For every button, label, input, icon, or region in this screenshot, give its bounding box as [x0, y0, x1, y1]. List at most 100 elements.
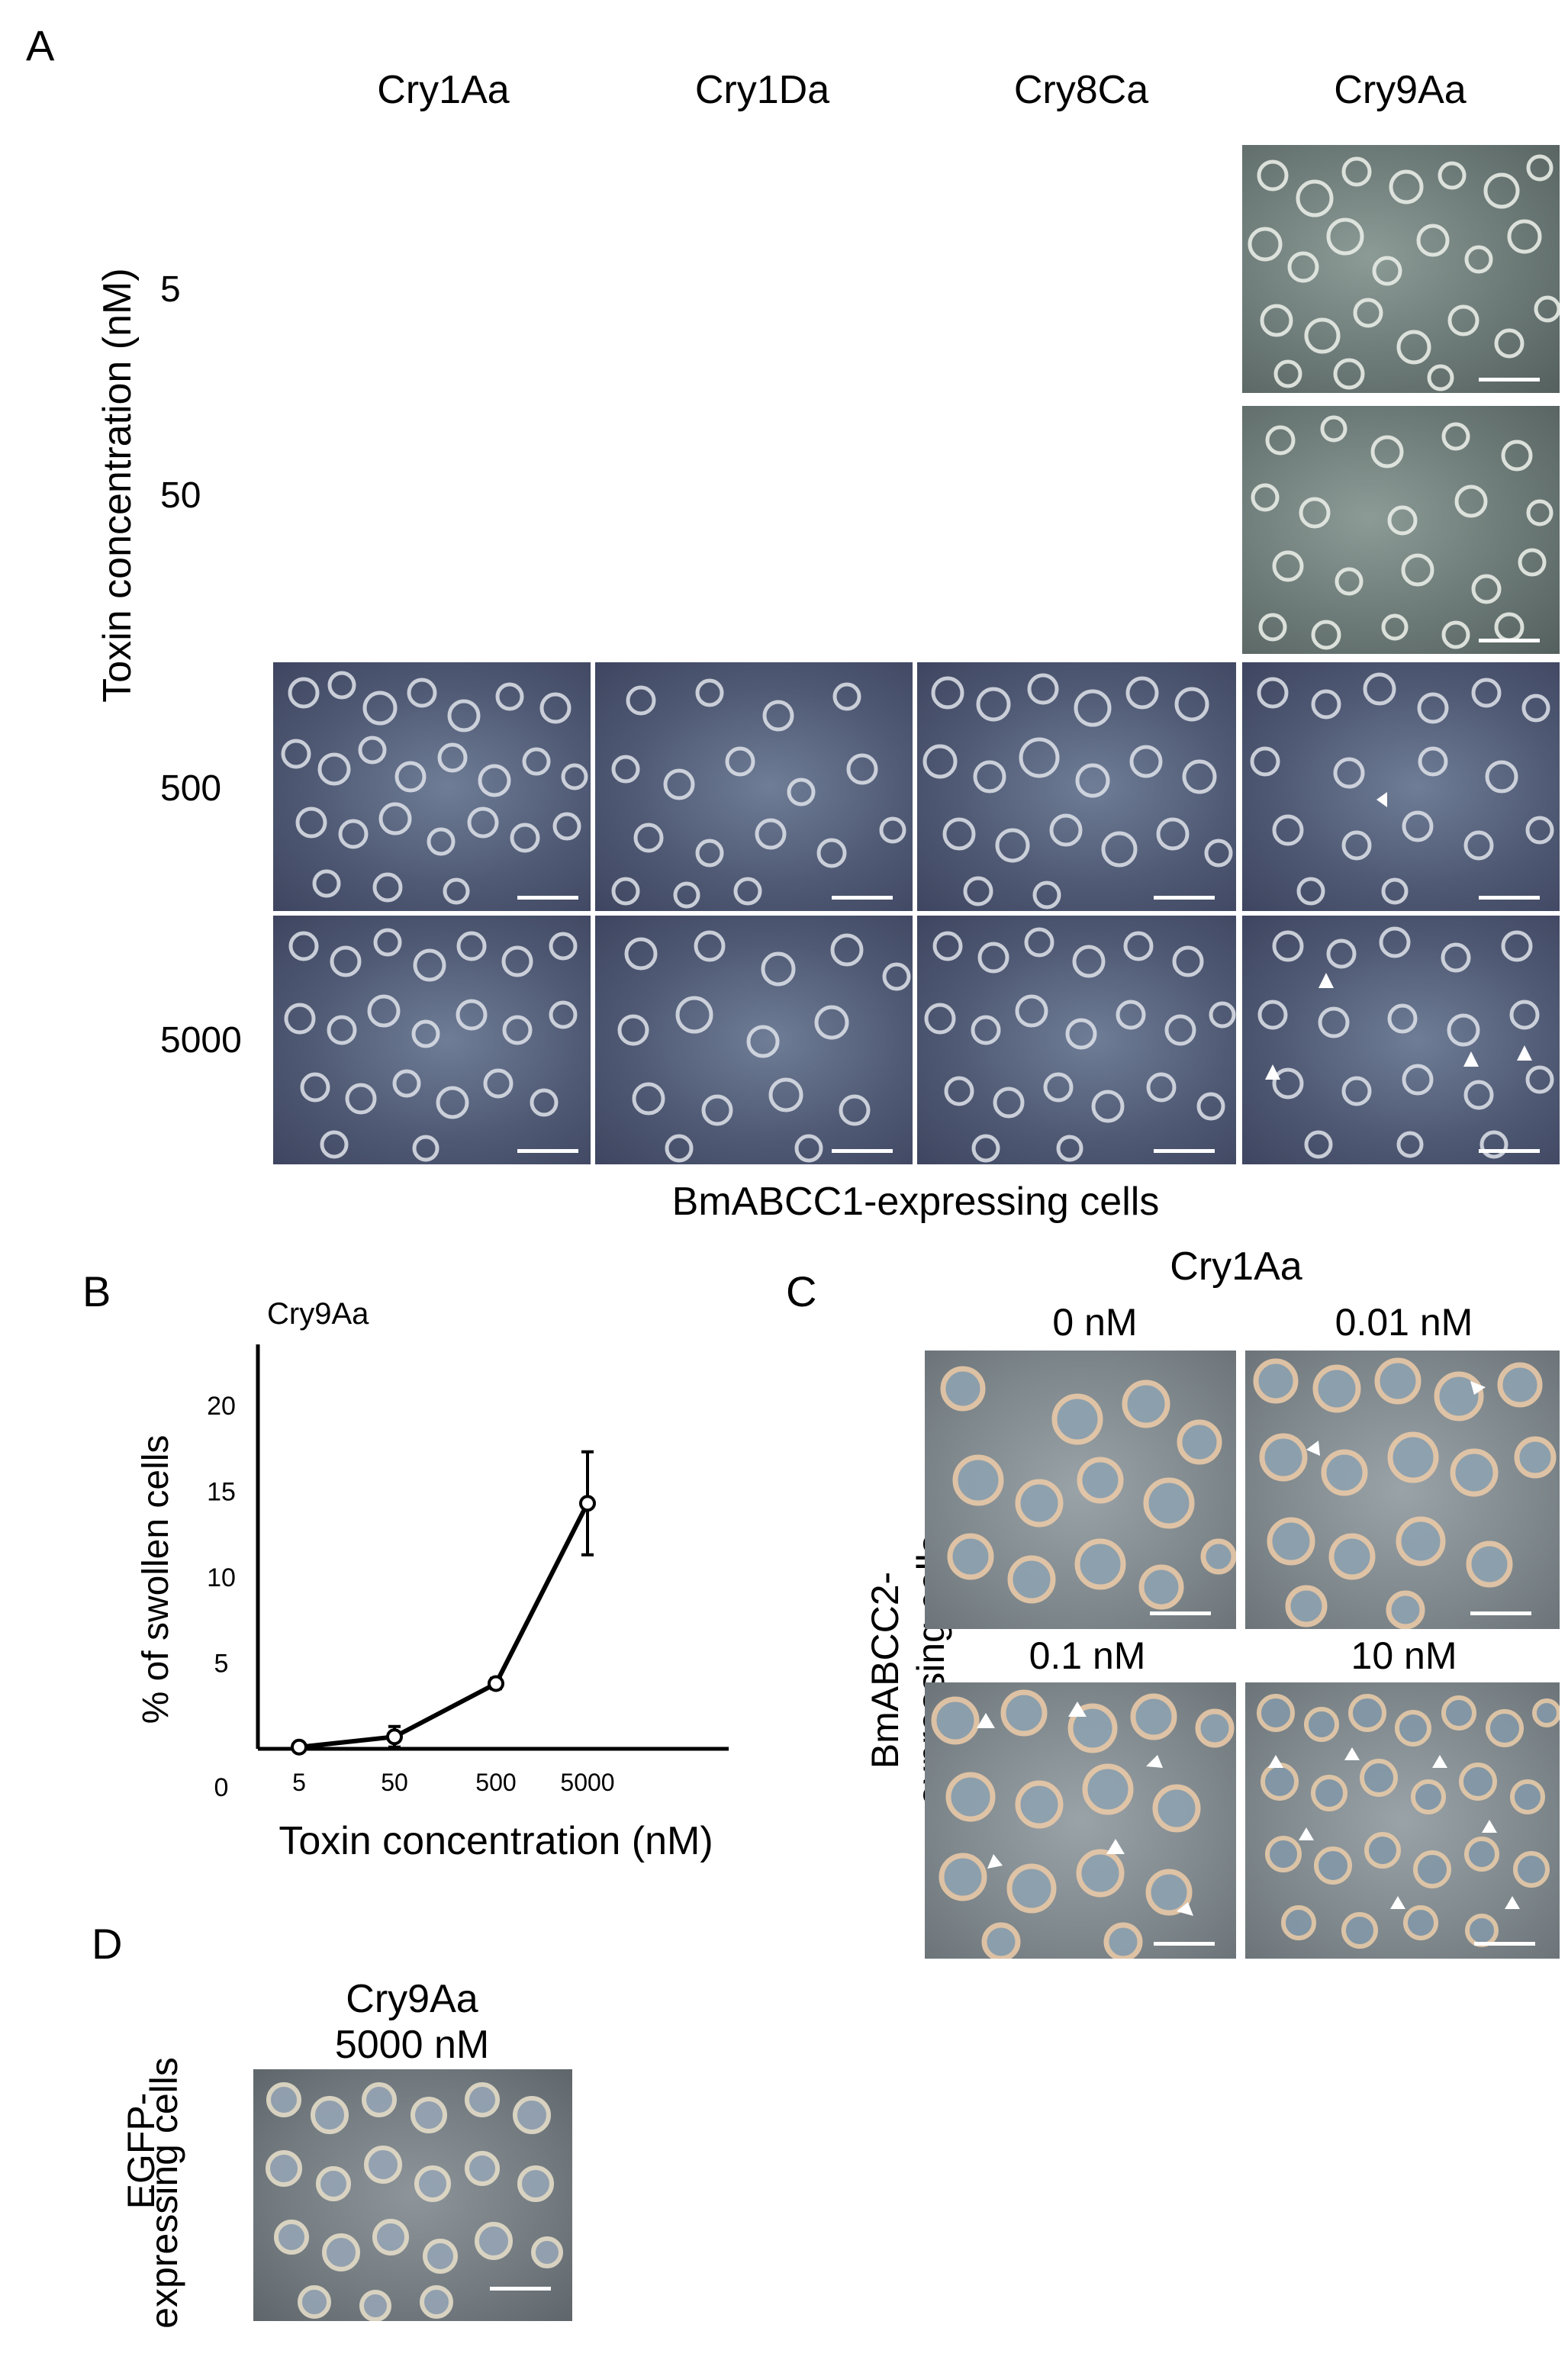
- y-tick-label: 15: [207, 1478, 236, 1507]
- arrowhead-marker: [977, 1713, 995, 1728]
- arrowhead-marker: [1505, 1896, 1520, 1909]
- scale-bar: [517, 896, 578, 900]
- panel-d-letter: D: [92, 1920, 123, 1968]
- series-line-group: [291, 1450, 596, 1756]
- row-label-5000: 5000: [160, 1020, 242, 1061]
- arrowhead-marker: [987, 1854, 1003, 1869]
- micrograph-cry1aa-5000nm: [273, 916, 591, 1164]
- column-label-cry8ca: Cry8Ca: [1013, 68, 1149, 112]
- panel-d-title-line1: Cry9Aa: [346, 1977, 478, 2021]
- scale-bar: [1154, 1942, 1215, 1946]
- cells-overlay: [1253, 1357, 1557, 1629]
- data-point: [386, 1728, 403, 1746]
- row-label-500: 500: [160, 768, 222, 809]
- arrowhead-marker: [1268, 1755, 1283, 1768]
- cells-overlay: [940, 1366, 1236, 1610]
- cells-overlay: [1251, 415, 1554, 650]
- condition-label-0-01nm: 0.01 nM: [1335, 1301, 1473, 1344]
- cells-overlay: [922, 673, 1233, 910]
- micrograph-cry1aa-500nm: [273, 662, 591, 911]
- condition-label-0-1nm: 0.1 nM: [1029, 1634, 1146, 1677]
- row-label-50: 50: [160, 475, 201, 516]
- panel-d-title-line2: 5000 nM: [334, 2023, 490, 2067]
- cells-overlay: [1248, 154, 1560, 391]
- micrograph-cry1aa-0nm: [925, 1351, 1236, 1629]
- scale-bar: [1154, 1149, 1215, 1153]
- micrograph-cry1aa-0-01nm: [1245, 1351, 1560, 1629]
- y-tick-label: 10: [207, 1563, 236, 1592]
- panel-c-letter: C: [786, 1267, 817, 1315]
- y-axis-title-toxin-concentration: Toxin concentration (nM): [95, 268, 140, 703]
- scale-bar: [1150, 1611, 1211, 1615]
- panel-a-caption: BmABCC1-expressing cells: [671, 1180, 1160, 1224]
- y-axis-label: % of swollen cells: [136, 1435, 176, 1724]
- column-label-cry9aa: Cry9Aa: [1334, 68, 1467, 112]
- cells-overlay: [611, 678, 906, 909]
- series-line: [298, 1502, 590, 1750]
- scale-bar: [1470, 1611, 1531, 1615]
- data-point: [488, 1675, 504, 1692]
- arrowhead-marker: [1463, 1051, 1479, 1067]
- y-tick-label: 0: [214, 1773, 229, 1802]
- scale-bar: [1479, 378, 1540, 382]
- data-point: [579, 1495, 596, 1512]
- chart-inset-title: Cry9Aa: [267, 1297, 369, 1331]
- cells-overlay: [281, 671, 588, 905]
- cells-overlay: [924, 927, 1236, 1163]
- condition-label-10nm: 10 nM: [1351, 1634, 1457, 1677]
- scale-bar: [1154, 896, 1215, 900]
- micrograph-cry9aa-500nm: [1242, 662, 1560, 911]
- scale-bar: [490, 2287, 551, 2291]
- scale-bar: [1474, 1942, 1535, 1946]
- x-tick-label: 5: [292, 1769, 306, 1796]
- arrowhead-marker: [1517, 1045, 1532, 1061]
- panel-c-y-label-line1: BmABCC2-: [864, 1571, 906, 1769]
- micrograph-cry9aa-5nm: [1242, 145, 1560, 393]
- micrograph-cry8ca-500nm: [917, 662, 1236, 911]
- arrowhead-marker: [1146, 1755, 1163, 1768]
- x-tick-labels: 5 50 500 5000: [292, 1769, 614, 1796]
- scale-bar: [832, 896, 893, 900]
- arrowhead-marker: [1432, 1755, 1447, 1768]
- micrograph-cry1da-500nm: [595, 662, 913, 911]
- arrowhead-marker: [1177, 1902, 1193, 1916]
- arrowhead-marker: [1299, 1827, 1314, 1840]
- y-tick-label: 20: [207, 1392, 236, 1421]
- scale-bar: [1479, 639, 1540, 642]
- cells-overlay: [266, 2082, 563, 2321]
- x-tick-label: 500: [475, 1769, 516, 1796]
- x-tick-label: 5000: [560, 1769, 614, 1796]
- cells-overlay: [284, 928, 578, 1162]
- x-tick-label: 50: [381, 1769, 408, 1796]
- column-label-cry1da: Cry1Da: [694, 68, 830, 112]
- arrowhead-marker: [1068, 1702, 1087, 1717]
- arrowhead-marker: [1376, 792, 1387, 807]
- arrowhead-marker: [1106, 1839, 1125, 1854]
- arrowhead-marker: [1470, 1381, 1486, 1395]
- scale-bar: [1479, 896, 1540, 900]
- cells-overlay: [931, 1689, 1235, 1959]
- micrograph-cry1aa-0-1nm: [925, 1682, 1236, 1959]
- arrowhead-marker: [1318, 973, 1334, 988]
- cells-overlay: [1257, 926, 1554, 1159]
- y-tick-label: 5: [214, 1650, 229, 1679]
- x-axis-label: Toxin concentration (nM): [279, 1819, 713, 1863]
- panel-c-title: Cry1Aa: [1170, 1244, 1302, 1289]
- arrowhead-marker: [1390, 1896, 1405, 1909]
- micrograph-cry1da-5000nm: [595, 916, 913, 1164]
- y-tick-labels: 20 15 10 5 0: [207, 1392, 236, 1802]
- column-label-cry1aa: Cry1Aa: [377, 68, 510, 112]
- cells-overlay: [1257, 1694, 1560, 1949]
- row-label-5: 5: [160, 269, 181, 310]
- scale-bar: [832, 1149, 893, 1153]
- scale-bar: [1479, 1149, 1540, 1153]
- condition-label-0nm: 0 nM: [1052, 1301, 1138, 1344]
- micrograph-cry9aa-5000nm: [1242, 916, 1560, 1164]
- panel-b-letter: B: [82, 1267, 111, 1315]
- cells-overlay: [1250, 672, 1554, 906]
- micrograph-cry1aa-10nm: [1245, 1682, 1560, 1959]
- micrograph-cry9aa-50nm: [1242, 406, 1560, 654]
- arrowhead-marker: [1344, 1747, 1360, 1760]
- micrograph-egfp-cry9aa-5000nm: [253, 2069, 572, 2321]
